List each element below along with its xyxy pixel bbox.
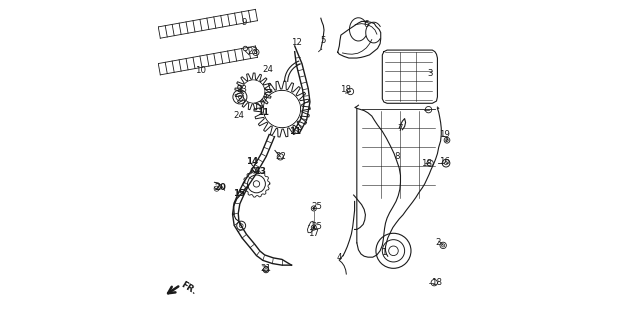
Text: 6: 6 bbox=[364, 20, 369, 29]
Text: 15: 15 bbox=[233, 189, 245, 198]
Text: 25: 25 bbox=[311, 222, 323, 231]
Text: 21: 21 bbox=[261, 264, 271, 273]
Text: 12: 12 bbox=[291, 38, 302, 47]
Text: 4: 4 bbox=[337, 253, 342, 262]
Text: 8: 8 bbox=[394, 152, 399, 161]
Text: 19: 19 bbox=[439, 130, 450, 139]
Text: 25: 25 bbox=[311, 202, 323, 211]
Text: 1: 1 bbox=[381, 248, 387, 257]
Text: 17: 17 bbox=[308, 229, 320, 238]
Circle shape bbox=[313, 207, 314, 209]
Text: 11: 11 bbox=[257, 108, 269, 117]
Text: 18: 18 bbox=[431, 278, 442, 287]
Circle shape bbox=[313, 227, 314, 228]
Text: 16: 16 bbox=[439, 157, 450, 166]
Text: 24: 24 bbox=[233, 111, 245, 120]
Circle shape bbox=[264, 91, 300, 127]
Text: 18: 18 bbox=[340, 85, 351, 94]
Text: 22: 22 bbox=[276, 152, 287, 161]
Text: FR.: FR. bbox=[179, 280, 198, 296]
Text: 2: 2 bbox=[436, 238, 441, 247]
Text: 3: 3 bbox=[427, 69, 433, 78]
Text: 20: 20 bbox=[214, 183, 226, 192]
Text: 9: 9 bbox=[241, 19, 247, 28]
Text: 23: 23 bbox=[236, 85, 248, 94]
Circle shape bbox=[242, 80, 264, 103]
Text: 18: 18 bbox=[422, 159, 432, 168]
Text: 7: 7 bbox=[397, 124, 403, 132]
Text: 5: 5 bbox=[321, 36, 326, 45]
Text: 13: 13 bbox=[254, 167, 266, 176]
Text: 10: 10 bbox=[195, 66, 206, 75]
Text: 23: 23 bbox=[248, 47, 259, 56]
Text: 14: 14 bbox=[245, 157, 258, 166]
Text: 11: 11 bbox=[288, 127, 301, 136]
Text: 24: 24 bbox=[262, 65, 273, 74]
